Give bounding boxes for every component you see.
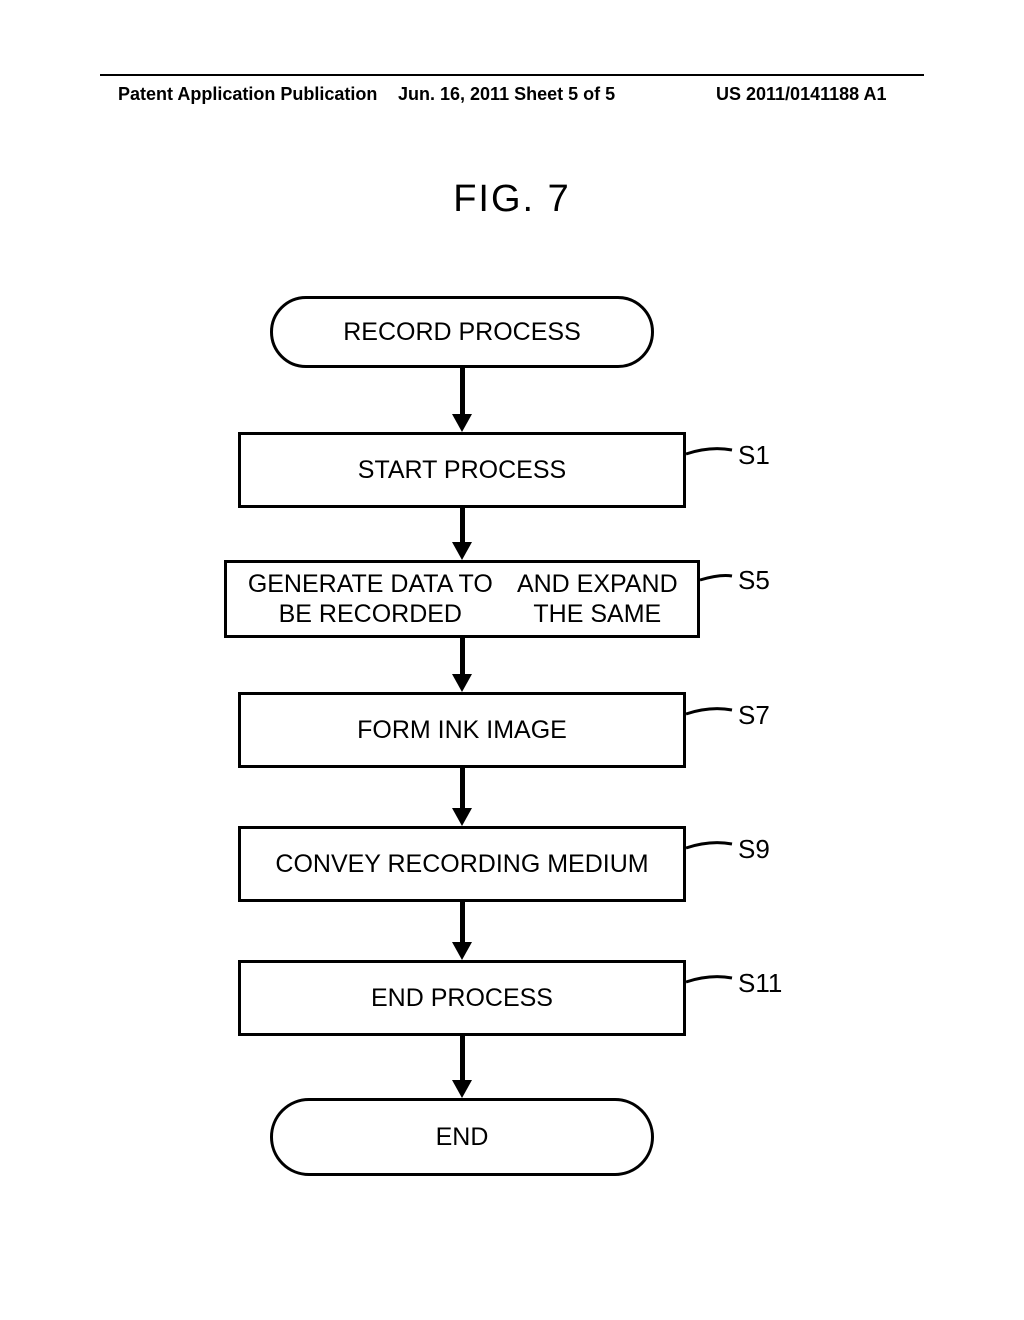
step-label-s5: S5: [738, 565, 770, 596]
leader-s7: [682, 690, 736, 734]
arrow-head-s7-s9: [452, 808, 472, 826]
node-s7: FORM INK IMAGE: [238, 692, 686, 768]
arrow-line-s9-s11: [460, 902, 465, 942]
figure-title: FIG. 7: [453, 178, 571, 221]
step-label-s7: S7: [738, 700, 770, 731]
page-root: Patent Application Publication Jun. 16, …: [0, 0, 1024, 1320]
node-s11: END PROCESS: [238, 960, 686, 1036]
arrow-head-start_term-s1: [452, 414, 472, 432]
step-label-s11: S11: [738, 968, 782, 999]
node-s5: GENERATE DATA TO BE RECORDEDAND EXPAND T…: [224, 560, 700, 638]
header-left: Patent Application Publication: [118, 84, 377, 105]
node-s1: START PROCESS: [238, 432, 686, 508]
arrow-head-s9-s11: [452, 942, 472, 960]
header-right: US 2011/0141188 A1: [716, 84, 886, 105]
leader-s5: [696, 556, 736, 600]
node-start_term: RECORD PROCESS: [270, 296, 654, 368]
step-label-s9: S9: [738, 834, 770, 865]
leader-s1: [682, 430, 736, 474]
arrow-head-s1-s5: [452, 542, 472, 560]
header-center: Jun. 16, 2011 Sheet 5 of 5: [398, 84, 615, 105]
node-s9: CONVEY RECORDING MEDIUM: [238, 826, 686, 902]
arrow-head-s11-end_term: [452, 1080, 472, 1098]
header-rule: [100, 74, 924, 76]
step-label-s1: S1: [738, 440, 770, 471]
arrow-head-s5-s7: [452, 674, 472, 692]
leader-s11: [682, 958, 736, 1002]
leader-s9: [682, 824, 736, 868]
arrow-line-s7-s9: [460, 768, 465, 808]
arrow-line-start_term-s1: [460, 368, 465, 414]
arrow-line-s11-end_term: [460, 1036, 465, 1080]
arrow-line-s1-s5: [460, 508, 465, 542]
arrow-line-s5-s7: [460, 638, 465, 674]
node-end_term: END: [270, 1098, 654, 1176]
